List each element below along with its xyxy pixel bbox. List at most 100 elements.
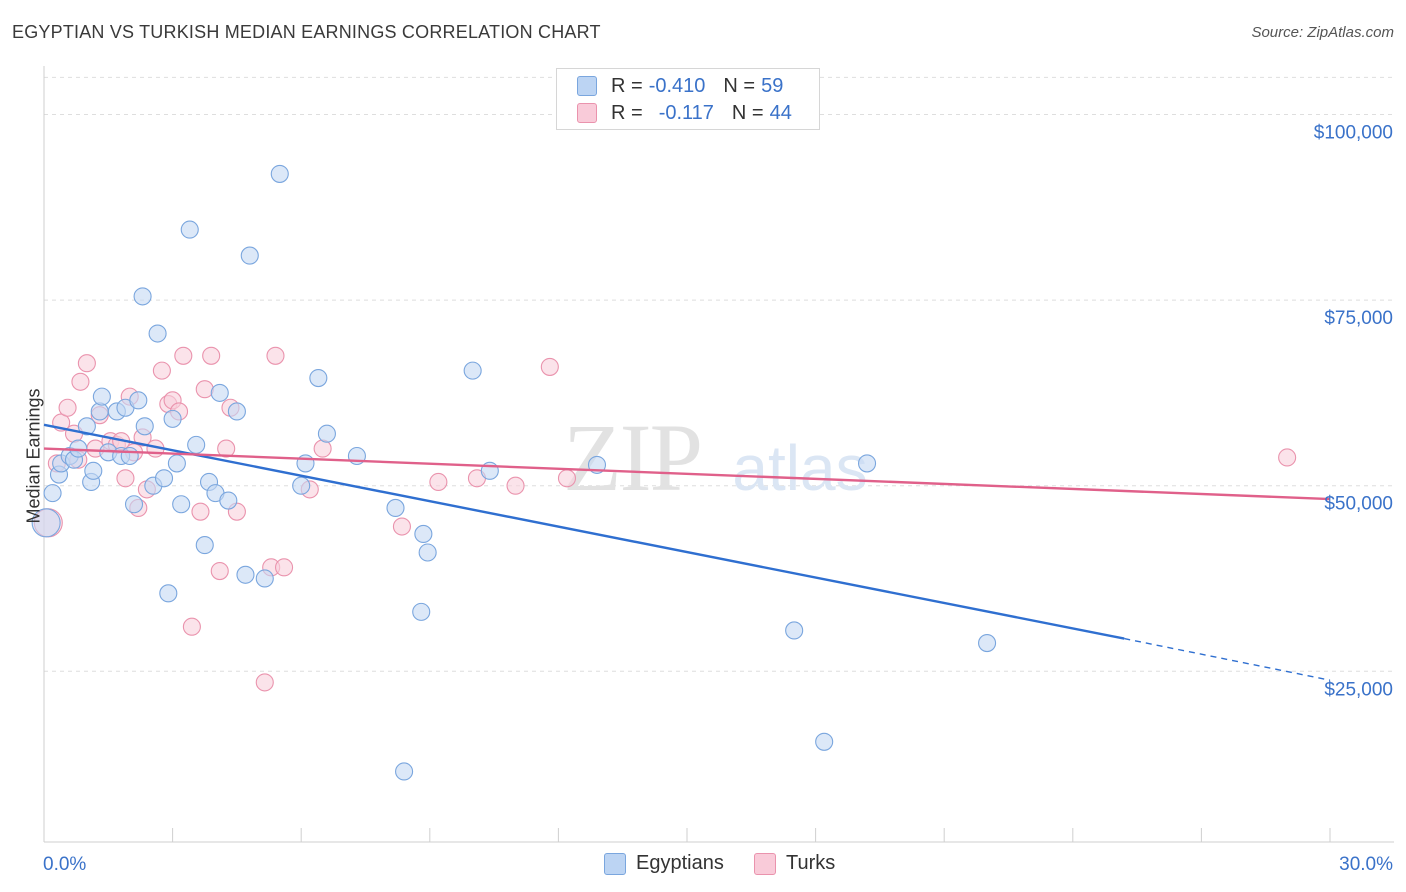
x-tick-label: 0.0% [43,854,86,875]
turks-point [58,398,77,417]
r-label: R = [611,101,643,124]
r-label: R = [611,74,643,97]
trend-lines [43,423,1331,681]
turks-point [71,372,90,391]
turks-point [77,354,96,373]
turks-point [191,502,210,521]
y-tick-label: $75,000 [1324,308,1393,329]
y-axis-label: Median Earnings [23,388,44,524]
egyptians-point [92,387,111,406]
x-tick-label: 30.0% [1339,854,1393,875]
turks-point [1278,448,1297,467]
turks-point [182,617,201,636]
legend-item-turks[interactable]: Turks [754,852,835,875]
turks-swatch [754,852,776,875]
y-tick-label: $50,000 [1324,494,1393,515]
turks-point [266,346,285,365]
chart-title: EGYPTIAN VS TURKISH MEDIAN EARNINGS CORR… [12,22,601,42]
egyptians-point [227,402,246,421]
egyptians-point [210,383,229,402]
egyptians-point [180,220,199,239]
turks-point [255,673,274,692]
legend-item-egyptians[interactable]: Egyptians [604,852,724,875]
egyptians-point [309,369,328,388]
turks-point [174,346,193,365]
egyptians-point [240,246,259,265]
legend-row-egyptians: R = -0.410 N = 59 [577,73,783,99]
egyptians-trend-line-extension [1124,637,1331,681]
turks-point [392,517,411,536]
turks-point [506,476,525,495]
watermark-zip: ZIP [563,404,701,511]
egyptians-point [163,409,182,428]
stats-legend: R = -0.410 N = 59 R = -0.117 N = 44 [556,68,820,130]
egyptians-point [187,435,206,454]
egyptians-point [154,469,174,488]
egyptians-point [395,762,414,781]
axes [43,66,1394,843]
source-label: Source: ZipAtlas.com [1251,24,1394,41]
egyptians-point [317,424,336,443]
egyptians-swatch [577,76,597,96]
egyptians-point [84,461,103,480]
y-tick-label: $25,000 [1324,679,1393,700]
r-value: -0.117 [658,101,714,124]
turks-point [429,472,448,492]
egyptians-point [77,417,96,436]
egyptians-point [195,536,214,555]
egyptians-point [120,446,139,466]
egyptians-point [219,491,238,510]
turks-point [275,558,294,577]
egyptians-point [31,508,61,538]
egyptians-point [90,402,109,421]
n-value: 44 [769,101,792,124]
n-label: N = [731,101,764,124]
egyptians-point [386,498,405,518]
n-label: N = [723,74,756,97]
egyptians-point [236,565,255,584]
egyptians-point [133,287,152,306]
turks-point [152,361,171,380]
egyptians-swatch [604,852,626,875]
turks-point [217,439,236,458]
watermark-atlas: atlas [732,432,867,504]
legend-label-egyptians: Egyptians [636,852,724,874]
egyptians-point [43,484,62,503]
turks-trend-line [43,447,1331,501]
egyptians-point [124,495,144,514]
egyptians-point [270,164,289,183]
turks-point [116,469,135,488]
turks-point [557,469,577,488]
egyptians-point [172,495,191,514]
turks-point [195,380,214,399]
y-tick-label: $100,000 [1314,123,1393,144]
egyptians-point [159,584,178,603]
egyptians-point [135,417,154,436]
tick-labels: $25,000 $50,000 $75,000 $100,000 0.0% 30.0% [43,123,1393,875]
egyptians-point [978,634,997,653]
egyptians-point [463,361,482,380]
legend-row-turks: R = -0.117 N = 44 [577,100,792,126]
turks-point [313,439,332,458]
egyptians-point [785,621,804,640]
series-legend: Egyptians Turks [0,852,1406,878]
egyptians-point [255,569,274,588]
r-value: -0.410 [648,74,706,97]
egyptians-point [414,524,433,543]
turks-point [202,346,221,365]
turks-point [210,562,229,581]
egyptians-point [167,454,186,473]
egyptians-point [148,324,167,343]
egyptians-point [292,476,311,495]
egyptians-point [857,454,877,473]
egyptians-point [815,732,834,751]
n-value: 59 [761,74,784,97]
egyptians-trend-line [43,423,1125,640]
turks-point [540,357,559,376]
egyptians-point [418,543,437,562]
watermark: ZIP atlas [563,404,868,511]
turks-swatch [577,103,597,123]
legend-label-turks: Turks [786,852,836,874]
egyptians-point [412,602,431,621]
